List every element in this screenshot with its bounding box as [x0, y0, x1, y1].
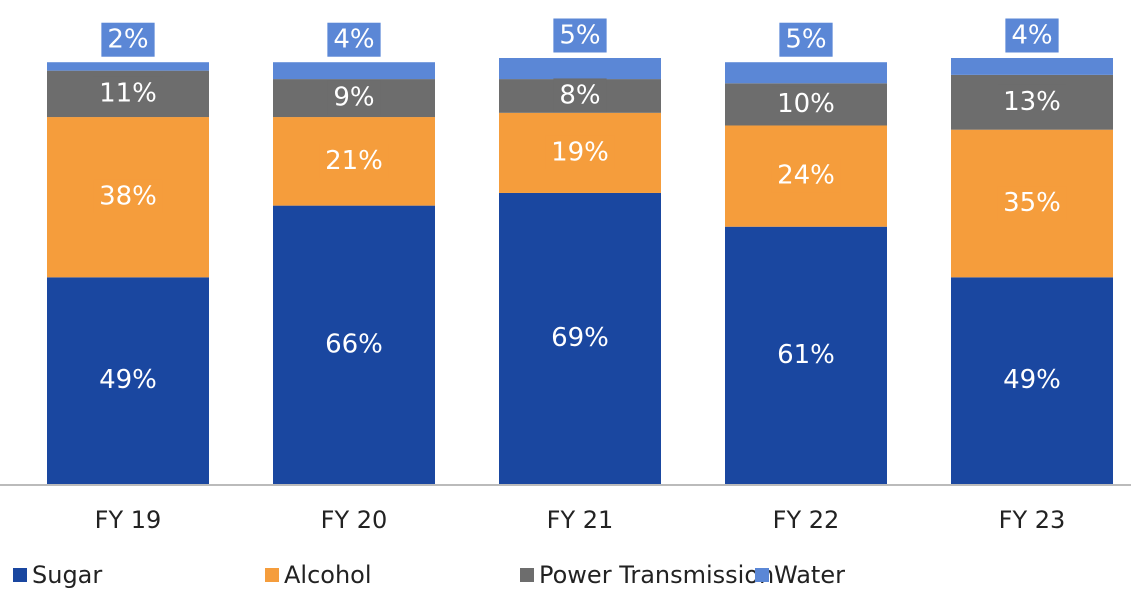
data-label-box: [997, 84, 1067, 119]
x-tick-label: FY 20: [321, 506, 388, 534]
bar-segment: [951, 58, 1113, 75]
data-label: 38%: [99, 182, 157, 212]
bar-segment: [725, 62, 887, 84]
legend-label: Power Transmission: [539, 561, 774, 589]
bar-segment: [951, 277, 1113, 484]
legend-label: Sugar: [32, 561, 102, 589]
data-label: 4%: [333, 25, 374, 55]
data-label-box: [327, 80, 381, 115]
data-label-box: [553, 18, 607, 53]
data-label: 4%: [1011, 21, 1052, 51]
legend-swatch: [755, 568, 769, 582]
data-label: 19%: [551, 137, 609, 167]
data-label-box: [1005, 18, 1059, 53]
data-label-box: [319, 143, 389, 178]
data-label-box: [771, 86, 841, 121]
legend-label: Water: [774, 561, 845, 589]
data-label-box: [779, 22, 833, 57]
data-label-box: [997, 186, 1067, 221]
x-tick-label: FY 19: [95, 506, 162, 534]
data-label: 2%: [107, 25, 148, 55]
legend-swatch: [520, 568, 534, 582]
legend-swatch: [13, 568, 27, 582]
data-label: 24%: [777, 161, 835, 191]
data-label: 49%: [1003, 365, 1061, 395]
data-label-box: [545, 135, 615, 170]
x-tick-label: FY 23: [999, 506, 1066, 534]
data-label: 35%: [1003, 188, 1061, 218]
data-label: 8%: [559, 80, 600, 110]
data-label-box: [771, 158, 841, 193]
data-label-box: [327, 22, 381, 57]
data-label: 9%: [333, 83, 374, 113]
data-label: 61%: [777, 340, 835, 370]
bar-segment: [273, 205, 435, 484]
legend-swatch: [265, 568, 279, 582]
data-label: 69%: [551, 323, 609, 353]
legend-label: Alcohol: [284, 561, 372, 589]
bar-segment: [47, 62, 209, 71]
data-label: 5%: [785, 25, 826, 55]
bar-segment: [499, 58, 661, 80]
data-label: 49%: [99, 365, 157, 395]
data-label: 10%: [777, 89, 835, 119]
data-label-box: [93, 76, 163, 111]
x-tick-label: FY 22: [773, 506, 840, 534]
data-label-box: [101, 22, 155, 57]
bar-segment: [273, 62, 435, 80]
data-label: 66%: [325, 329, 383, 359]
data-label: 13%: [1003, 87, 1061, 117]
data-label: 5%: [559, 21, 600, 51]
bar-segment: [47, 277, 209, 484]
data-label: 11%: [99, 78, 157, 108]
x-tick-label: FY 21: [547, 506, 614, 534]
data-label-box: [93, 179, 163, 214]
bar-segment: [725, 226, 887, 484]
data-label: 21%: [325, 146, 383, 176]
data-label-box: [553, 78, 607, 113]
bar-segment: [499, 192, 661, 485]
